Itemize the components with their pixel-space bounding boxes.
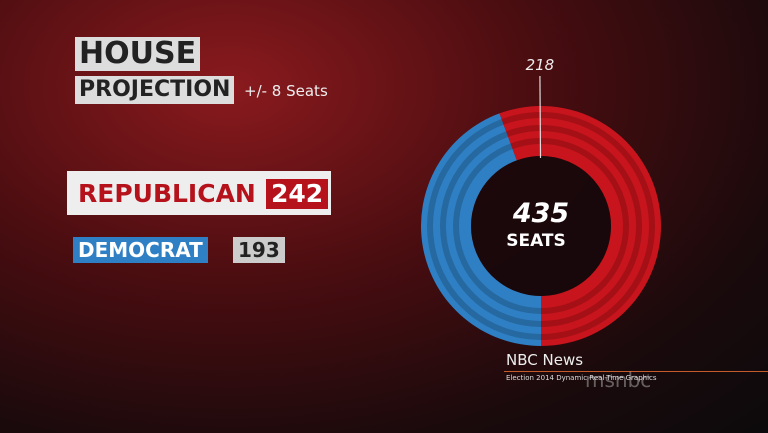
- value-label: 193: [233, 237, 285, 263]
- legend-label: REPUBLICAN: [78, 179, 256, 208]
- source: NBC News: [506, 351, 584, 369]
- value-label: 242: [266, 179, 329, 209]
- logo: msnbc: [585, 368, 652, 392]
- majority-label: 218: [526, 56, 555, 74]
- donut: 218: [420, 56, 661, 347]
- donut-hole: [471, 156, 611, 296]
- majority-marker: [539, 75, 542, 159]
- total-label: SEATS: [506, 231, 566, 251]
- caption: Election 2014 Dynamic Real-Time Graphics: [506, 374, 657, 382]
- annotation: +/- 8 Seats: [244, 82, 328, 100]
- subtitle: PROJECTION: [75, 76, 235, 104]
- legend-label: DEMOCRAT: [73, 237, 208, 263]
- title: HOUSE: [75, 37, 201, 71]
- divider: [504, 371, 768, 372]
- total: 435: [512, 198, 569, 229]
- donut-segment: [499, 106, 661, 346]
- donut-segment: [420, 113, 541, 347]
